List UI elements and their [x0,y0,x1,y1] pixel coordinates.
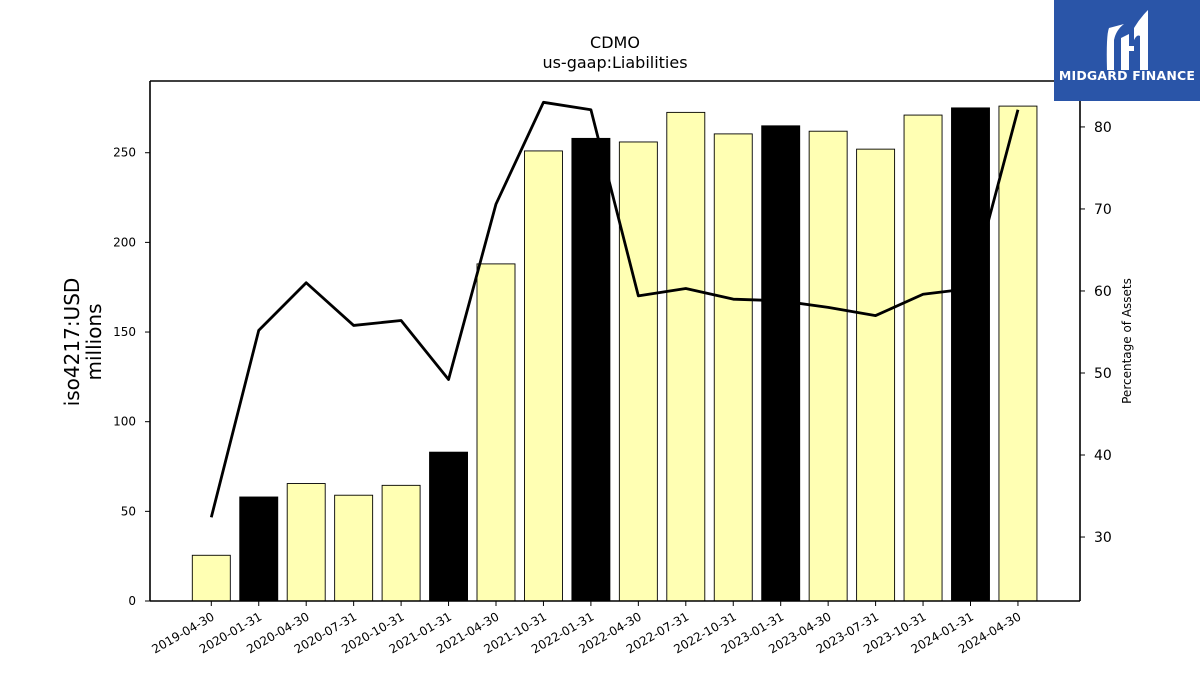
y-tick-label: 0 [128,594,136,608]
brand-logo-text: MIDGARD FINANCE [1058,68,1196,83]
bar [666,111,706,602]
y-tick-label: 150 [113,325,136,339]
chart-subtitle: us-gaap:Liabilities [542,53,687,72]
bar-group [191,105,1038,602]
bar [334,494,374,602]
bar [998,105,1038,602]
y-tick-label: 100 [113,415,136,429]
y-axis-label-line: iso4217:USD [60,278,84,407]
bar [761,125,801,602]
y-right-tick-label: 40 [1094,448,1112,464]
bar [951,107,990,602]
bar [239,496,279,602]
brand-logo: MIDGARD FINANCE [1054,0,1200,101]
bar [856,148,896,602]
bar [903,114,943,602]
y-right-tick-label: 60 [1094,284,1112,300]
bar [524,150,563,602]
y-right-tick-label: 80 [1094,120,1112,136]
bar [713,133,753,602]
bar [381,484,421,602]
y-right-tick-label: 50 [1094,366,1112,382]
bar [429,451,468,602]
bar [808,130,848,602]
bar [476,263,516,602]
line-group [209,100,1020,518]
y-tick-label: 250 [113,146,136,160]
percentage-line [209,100,1020,518]
y-axis-label: iso4217:USDmillions [60,278,106,407]
axes [149,80,1081,602]
bar [618,141,658,602]
bar [191,554,231,602]
brand-mark-icon [1106,10,1148,70]
bar [286,483,326,602]
y-axis-label-line: millions [82,303,106,380]
chart-title: CDMO [590,33,640,52]
y-tick-label: 50 [121,504,136,518]
bar [571,137,611,602]
y-axis-right-label: Percentage of Assets [1120,278,1134,404]
y-tick-label: 200 [113,235,136,249]
y-right-tick-label: 30 [1094,530,1112,546]
y-right-tick-label: 70 [1094,202,1112,218]
